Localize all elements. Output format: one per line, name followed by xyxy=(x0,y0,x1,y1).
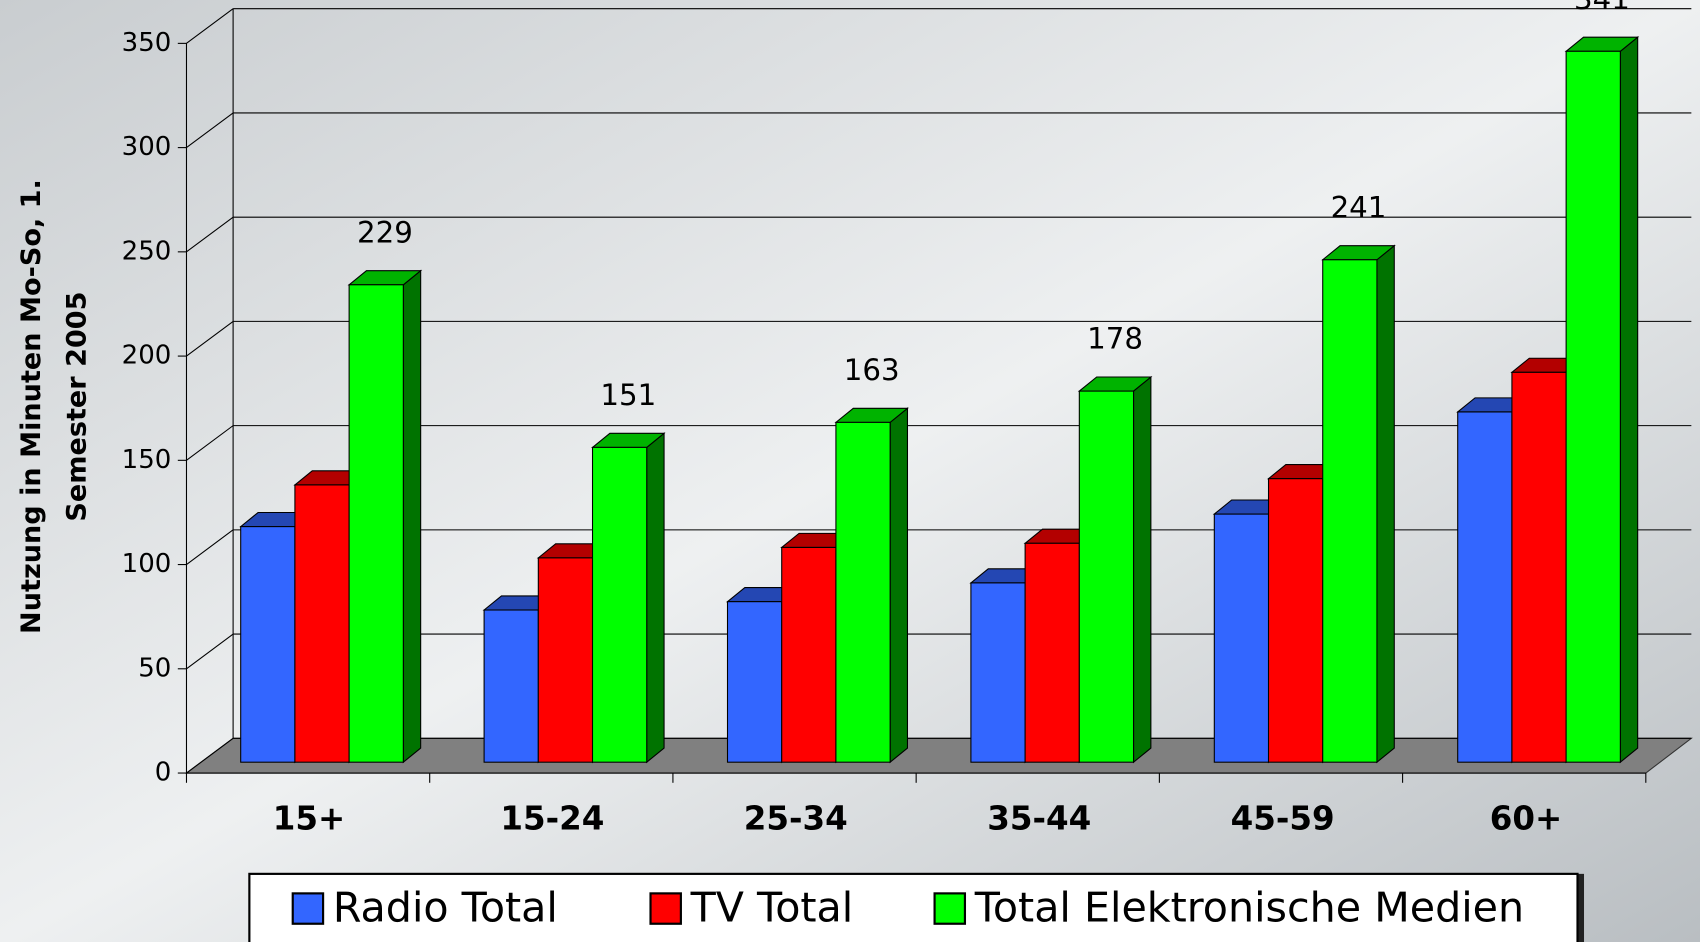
bar xyxy=(240,526,296,763)
data-label: 241 xyxy=(1331,190,1387,224)
data-label: 163 xyxy=(844,353,900,387)
grid-slant xyxy=(186,112,234,149)
legend-swatch xyxy=(649,892,682,925)
bar-side xyxy=(1619,36,1639,764)
legend-label: TV Total xyxy=(690,884,854,932)
bar xyxy=(1322,259,1378,763)
bar xyxy=(726,601,783,763)
x-tick-label: 45-59 xyxy=(1231,800,1335,838)
bar-side xyxy=(1376,244,1395,764)
bar-side xyxy=(646,432,665,764)
grid-slant xyxy=(186,633,234,670)
legend-label: Radio Total xyxy=(333,884,558,932)
bar xyxy=(1267,478,1324,763)
data-label: 151 xyxy=(600,378,656,412)
y-axis-label: Semester 2005 xyxy=(62,291,93,521)
legend-swatch xyxy=(291,892,325,925)
bar xyxy=(835,421,891,763)
x-tick-label: 25-34 xyxy=(744,800,848,838)
data-label: 229 xyxy=(357,215,413,249)
bar xyxy=(591,446,648,763)
legend-label: Total Elektronische Medien xyxy=(974,884,1524,932)
grid-slant xyxy=(186,8,234,44)
y-axis-label: Nutzung in Minuten Mo-So, 1. xyxy=(16,179,47,634)
data-label: 341 xyxy=(1574,0,1630,16)
plot: Nutzung in Minuten Mo-So, 1. Semester 20… xyxy=(16,0,1693,942)
x-tick-label: 35-44 xyxy=(987,800,1091,838)
data-label: 178 xyxy=(1087,322,1143,356)
bar xyxy=(1511,371,1567,763)
y-tick-label: 200 xyxy=(122,341,172,371)
x-tick-label: 15-24 xyxy=(500,800,604,838)
grid-slant xyxy=(186,529,234,565)
bar xyxy=(781,546,837,763)
bar xyxy=(970,582,1026,763)
bar xyxy=(1565,50,1621,763)
y-tick-label: 250 xyxy=(122,236,172,266)
bar xyxy=(294,484,350,763)
y-tick-label: 300 xyxy=(122,132,172,162)
bar xyxy=(1457,411,1513,763)
bar xyxy=(1213,513,1270,763)
grid-slant xyxy=(186,216,234,253)
bar-side xyxy=(402,269,422,764)
bar xyxy=(1024,542,1080,763)
bar xyxy=(483,609,539,763)
legend-swatch xyxy=(933,892,967,925)
y-tick-label: 350 xyxy=(122,28,172,58)
bar-side xyxy=(889,407,909,764)
legend xyxy=(248,872,1579,942)
bar xyxy=(348,284,404,763)
y-tick-label: 150 xyxy=(122,445,172,475)
bar-side xyxy=(1132,375,1152,764)
x-tick-label: 60+ xyxy=(1490,800,1563,838)
y-tick-label: 50 xyxy=(138,653,171,683)
bar xyxy=(537,557,594,763)
y-tick-label: 100 xyxy=(122,549,172,579)
bar xyxy=(1078,390,1135,763)
grid-slant xyxy=(186,737,234,774)
grid-slant xyxy=(186,425,234,461)
grid-slant xyxy=(186,320,234,357)
x-tick-label: 15+ xyxy=(273,800,346,838)
y-tick-label: 0 xyxy=(155,758,172,788)
